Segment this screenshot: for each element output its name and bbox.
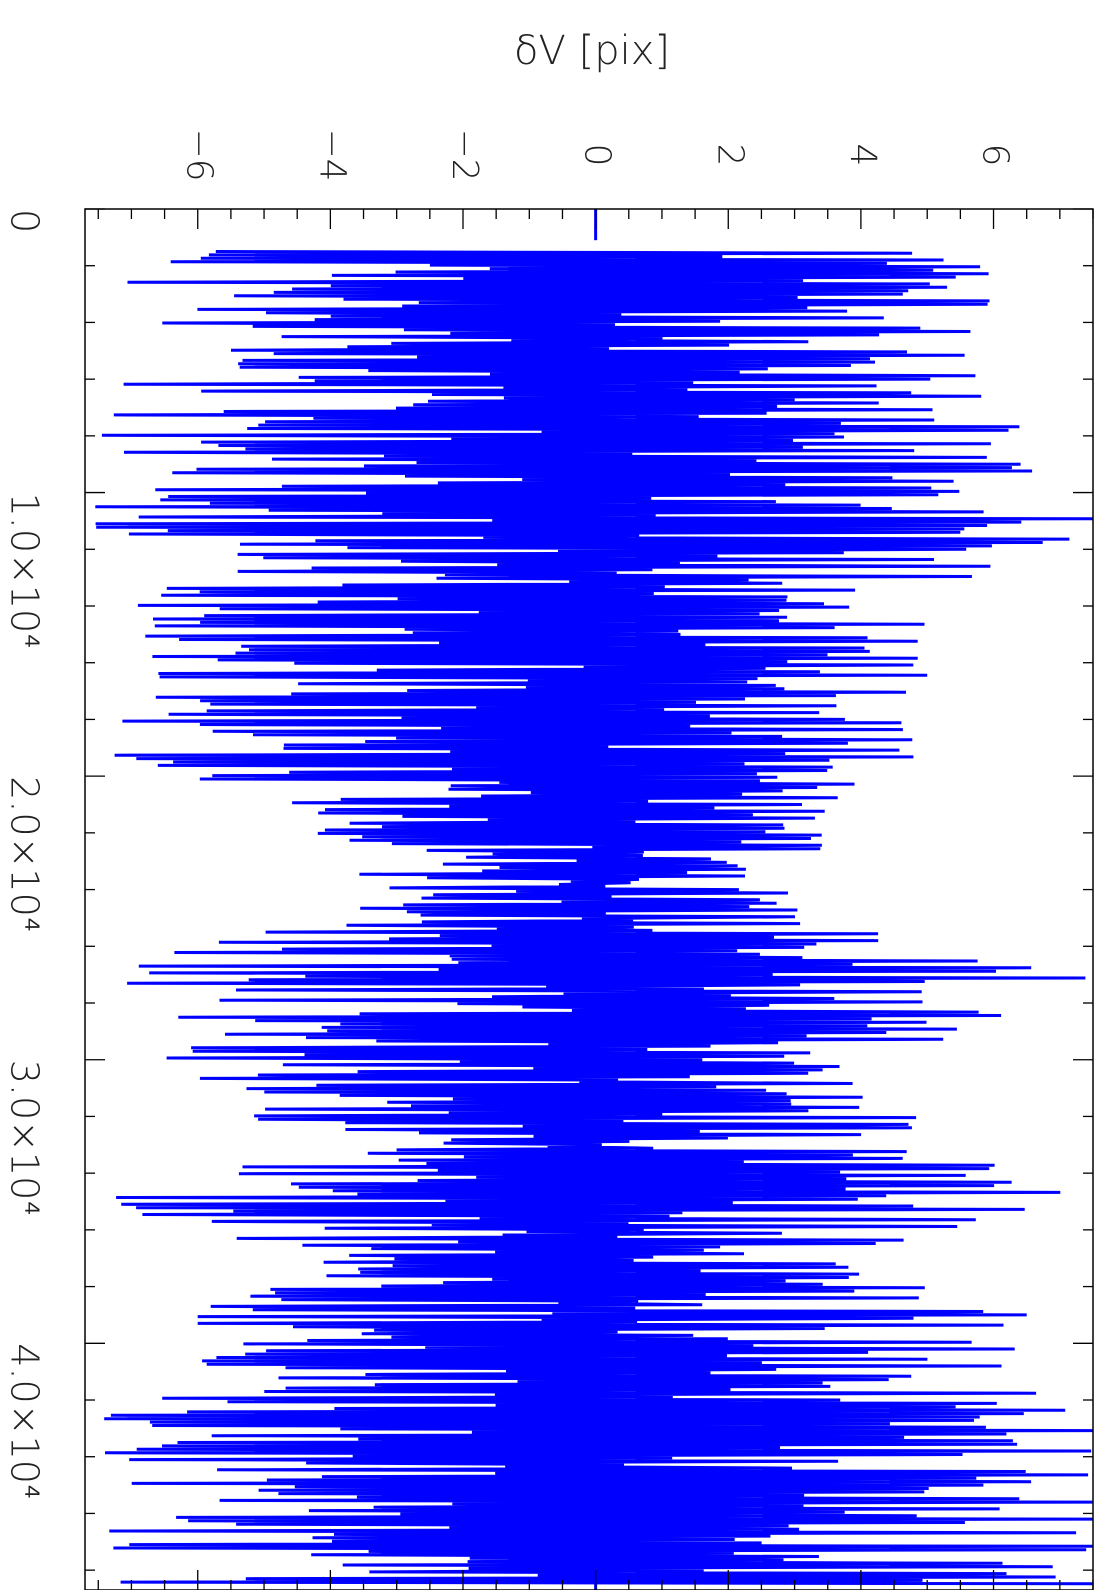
y-tick-labels: −6 −4 −2 0 2 4 6 <box>179 128 1016 181</box>
x-tick-label: 0 <box>3 209 47 233</box>
y-tick-label: −4 <box>311 128 352 181</box>
y-tick-label: −2 <box>444 128 485 181</box>
axis-ticks <box>85 208 1094 1590</box>
plot-frame <box>84 208 1094 1590</box>
x-tick-labels: 0 1.0×10⁴ 2.0×10⁴ 3.0×10⁴ 4.0×10⁴ <box>3 209 47 1499</box>
data-series <box>95 209 1094 1590</box>
x-tick-label: 1.0×10⁴ <box>3 493 47 649</box>
x-tick-label: 3.0×10⁴ <box>3 1060 47 1216</box>
x-tick-label: 4.0×10⁴ <box>3 1343 47 1499</box>
y-axis-label: δV [pix] <box>514 28 670 74</box>
series-line <box>95 250 1094 1586</box>
y-tick-label: 4 <box>842 144 883 167</box>
y-tick-label: 0 <box>577 144 618 167</box>
x-tick-label: 2.0×10⁴ <box>3 776 47 932</box>
y-tick-label: −6 <box>179 128 220 181</box>
y-tick-label: 6 <box>975 144 1016 167</box>
y-tick-label: 2 <box>709 144 750 167</box>
